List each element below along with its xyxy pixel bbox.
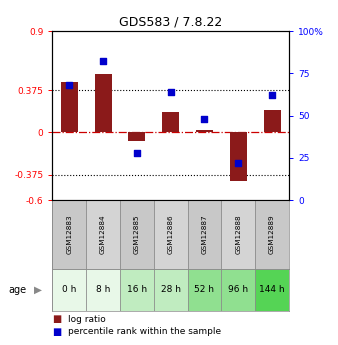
Title: GDS583 / 7.8.22: GDS583 / 7.8.22	[119, 16, 222, 29]
Text: GSM12884: GSM12884	[100, 215, 106, 254]
Text: GSM12887: GSM12887	[201, 215, 208, 254]
Bar	[188, 200, 221, 269]
Bar	[162, 112, 179, 132]
Text: age: age	[8, 285, 27, 295]
Point	[202, 116, 207, 122]
Text: 28 h: 28 h	[161, 285, 181, 294]
Text: GSM12889: GSM12889	[269, 215, 275, 254]
Text: log ratio: log ratio	[68, 315, 105, 324]
Text: ■: ■	[52, 314, 62, 324]
Point	[67, 82, 72, 88]
Text: GSM12885: GSM12885	[134, 215, 140, 254]
Bar	[120, 200, 154, 269]
Bar	[230, 132, 247, 181]
Point	[168, 89, 173, 95]
Bar	[255, 200, 289, 269]
Text: 52 h: 52 h	[194, 285, 215, 294]
Point	[269, 92, 275, 98]
Bar	[196, 130, 213, 132]
Text: GSM12888: GSM12888	[235, 215, 241, 254]
Bar	[221, 269, 255, 310]
Text: 144 h: 144 h	[259, 285, 285, 294]
Point	[236, 160, 241, 166]
Text: 96 h: 96 h	[228, 285, 248, 294]
Text: ▶: ▶	[34, 285, 42, 295]
Bar	[120, 269, 154, 310]
Point	[134, 150, 140, 156]
Bar	[86, 200, 120, 269]
Bar	[264, 110, 281, 132]
Bar	[221, 200, 255, 269]
Text: 16 h: 16 h	[127, 285, 147, 294]
Bar	[128, 132, 145, 141]
Bar	[255, 269, 289, 310]
Bar	[154, 269, 188, 310]
Bar	[86, 269, 120, 310]
Text: 0 h: 0 h	[62, 285, 76, 294]
Bar	[61, 82, 78, 132]
Text: 8 h: 8 h	[96, 285, 110, 294]
Bar	[52, 200, 86, 269]
Text: GSM12886: GSM12886	[168, 215, 174, 254]
Bar	[52, 269, 86, 310]
Bar	[95, 74, 112, 132]
Point	[100, 59, 106, 64]
Text: percentile rank within the sample: percentile rank within the sample	[68, 327, 221, 336]
Bar	[154, 200, 188, 269]
Text: GSM12883: GSM12883	[66, 215, 72, 254]
Bar	[188, 269, 221, 310]
Text: ■: ■	[52, 327, 62, 337]
